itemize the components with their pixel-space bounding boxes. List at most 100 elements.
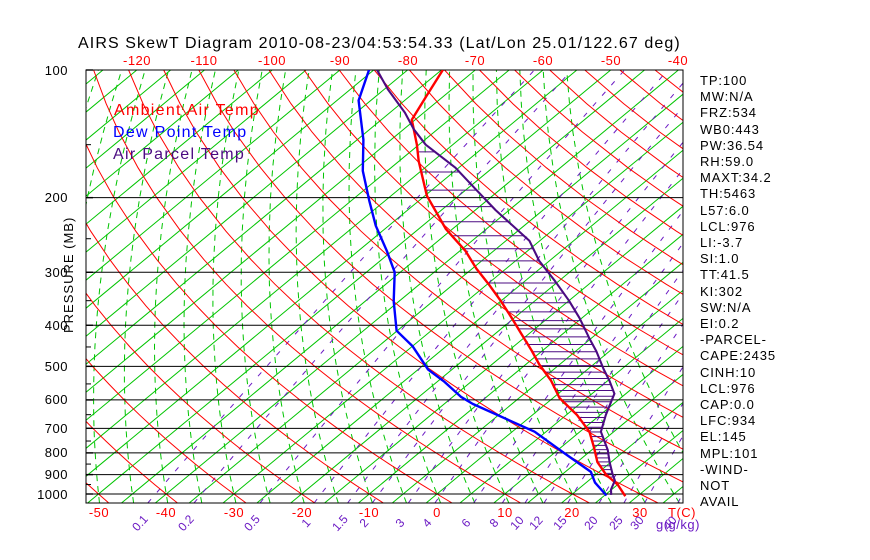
bottom-temp-label: -30 — [223, 505, 245, 520]
isotherm-line — [256, 149, 683, 503]
dry-adiabat-line — [338, 70, 683, 356]
bottom-temp-label: 20 — [564, 505, 580, 520]
stats-line: NOT — [700, 478, 731, 493]
top-temp-label: -80 — [397, 53, 419, 68]
dew-point-curve — [357, 70, 608, 497]
isotherm-line — [527, 373, 683, 503]
chart-title: AIRS SkewT Diagram 2010-08-23/04:53:54.3… — [78, 35, 681, 52]
cape-hatch — [418, 151, 614, 478]
dry-adiabat-line — [479, 70, 683, 236]
mixing-ratio-line — [313, 70, 668, 503]
top-temp-label: -70 — [464, 53, 486, 68]
mixing-ratio-line — [473, 210, 683, 503]
stats-line: -PARCEL- — [700, 332, 767, 348]
pressure-tick-label: 900 — [44, 467, 68, 482]
isotherm-line — [86, 70, 273, 225]
pressure-tick-label: 400 — [44, 318, 68, 333]
moist-adiabat-line — [295, 70, 339, 503]
top-temp-label: -120 — [122, 53, 152, 68]
dry-adiabat-line — [303, 70, 683, 387]
isotherm-line — [155, 70, 679, 503]
stats-line: MPL:101 — [700, 445, 759, 461]
isotherm-line — [86, 70, 205, 169]
isotherm-line — [86, 70, 341, 281]
isotherm-line — [0, 70, 69, 503]
stats-line: TP:100 — [700, 73, 748, 88]
pressure-tick-label: 100 — [44, 63, 68, 78]
pressure-tick-label: 800 — [44, 445, 68, 460]
top-temp-label: -60 — [532, 53, 554, 68]
isotherm-line — [86, 70, 104, 85]
legend-air-parcel: Air Parcel Temp — [113, 146, 246, 163]
moist-adiabat-line — [348, 70, 407, 503]
stats-line: CAP:0.0 — [700, 397, 755, 412]
pressure-tick-label: 500 — [44, 359, 68, 374]
isotherm-line — [87, 70, 612, 503]
isotherm-line — [425, 289, 683, 503]
isotherm-line — [493, 345, 683, 503]
top-temp-label: -110 — [190, 53, 218, 68]
temp-unit-label: T(C) — [668, 505, 696, 520]
isotherm-line — [86, 70, 375, 309]
isotherm-line — [86, 70, 307, 253]
pressure-tick-label: 1000 — [37, 487, 68, 502]
moist-adiabat-line — [472, 70, 578, 503]
stats-line: MW:N/A — [700, 89, 754, 105]
stats-line: RH:59.0 — [700, 154, 754, 169]
isotherm-line — [459, 317, 683, 503]
bottom-temp-label: 0 — [433, 505, 441, 520]
top-temp-label: -50 — [600, 53, 622, 68]
moist-adiabat-line — [495, 70, 612, 503]
stats-line: FRZ:534 — [700, 105, 757, 121]
moist-adiabat-line — [268, 70, 305, 503]
dry-adiabat-line — [409, 70, 683, 295]
stats-line: PW:36.54 — [700, 137, 765, 153]
stats-line: L57:6.0 — [700, 202, 750, 218]
isotherm-line — [391, 261, 683, 503]
mixing-ratio-line — [407, 141, 683, 503]
bottom-temp-label: -10 — [358, 505, 380, 520]
stats-line: EL:145 — [700, 429, 747, 445]
stats-line: KI:302 — [700, 283, 743, 299]
mixing-ratio-line — [501, 242, 683, 503]
ambient-temp-curve — [410, 70, 627, 497]
moist-adiabat-line — [240, 70, 271, 503]
bottom-temp-label: -50 — [88, 505, 110, 520]
parcel-temp-curve — [376, 70, 616, 495]
stats-line: TH:5463 — [700, 186, 757, 202]
top-temp-label: -100 — [257, 53, 287, 68]
mixing-ratio-line — [259, 70, 625, 503]
stats-line: LI:-3.7 — [700, 235, 744, 250]
dry-adiabat-line — [514, 70, 683, 207]
isotherm-line — [86, 70, 578, 477]
pressure-tick-label: 600 — [44, 392, 68, 407]
dry-adiabat-line — [654, 70, 683, 93]
dry-adiabat-line — [86, 420, 178, 503]
pressure-tick-label: 700 — [44, 421, 68, 436]
bottom-temp-label: 30 — [632, 505, 648, 520]
stats-line: SW:N/A — [700, 299, 752, 315]
moist-adiabat-line — [212, 70, 240, 503]
top-temp-label: -90 — [329, 53, 351, 68]
dry-adiabat-line — [373, 70, 683, 326]
stats-line: TT:41.5 — [700, 267, 750, 283]
stats-line: LCL:976 — [700, 218, 756, 234]
pressure-tick-label: 300 — [44, 265, 68, 280]
stats-line: CINH:10 — [700, 364, 757, 380]
mixing-ratio-line — [543, 292, 683, 503]
isotherm-line — [358, 233, 683, 503]
dry-adiabat-line — [444, 70, 683, 266]
top-temp-label: -40 — [667, 53, 689, 68]
grid-lines — [0, 70, 683, 503]
bottom-temp-label: 10 — [497, 505, 513, 520]
legend-ambient-temp: Ambient Air Temp — [114, 102, 260, 119]
isotherm-line — [324, 205, 683, 503]
stats-line: MAXT:34.2 — [700, 170, 772, 186]
isotherm-line — [86, 70, 510, 421]
stats-line: SI:1.0 — [700, 251, 740, 267]
isotherm-line — [662, 485, 683, 503]
isotherm-line — [86, 70, 442, 365]
mixing-ratio-line — [193, 70, 573, 503]
